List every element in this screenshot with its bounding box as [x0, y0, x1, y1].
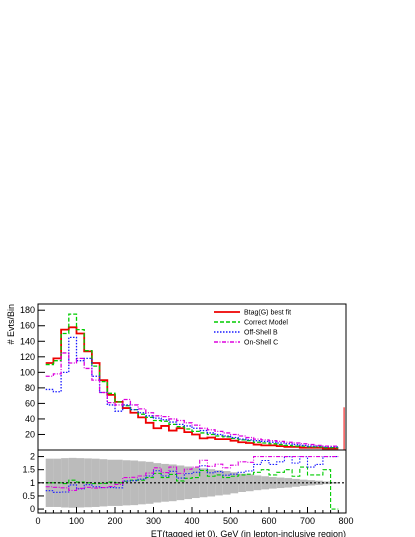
ratio-band-bin [161, 463, 169, 502]
y-tick-label: 80 [25, 383, 35, 393]
ratio-band-bin [68, 457, 77, 508]
legend-label: Btag(G) best fit [244, 310, 291, 317]
ratio-tick-label: 1.5 [22, 465, 35, 475]
legend: Btag(G) best fit Correct Model Off-Shell B… [214, 310, 291, 347]
x-tick-label: 300 [146, 516, 161, 526]
y-tick-label: 140 [20, 336, 35, 346]
ratio-band-bin [168, 464, 177, 502]
ratio-band-bin [184, 466, 192, 500]
ratio-band-bin [138, 461, 146, 505]
ratio-band-bin [61, 458, 69, 508]
ratio-band-bin [245, 474, 254, 492]
series-line-off-shell-b [45, 336, 339, 448]
y-tick-label: 180 [20, 305, 35, 315]
ratio-tick-label: 1 [30, 478, 35, 488]
ratio-tick-label: 0.5 [22, 491, 35, 501]
ratio-band-bin [176, 465, 185, 501]
x-tick-label: 800 [338, 516, 353, 526]
ratio-panel [38, 456, 346, 510]
ratio-band-bin [253, 475, 262, 491]
ratio-line-correct-model [45, 466, 339, 510]
ratio-band-bin [261, 476, 269, 490]
legend-label: On-Shell C [244, 340, 278, 347]
x-tick-label: 100 [69, 516, 84, 526]
ratio-band-bin [76, 458, 85, 508]
main-panel [45, 313, 345, 450]
x-tick-label: 500 [223, 516, 238, 526]
ratio-tick-label: 0 [30, 504, 35, 514]
y-tick-label: 20 [25, 429, 35, 439]
ratio-band-bin [269, 477, 277, 489]
x-tick-label: 200 [107, 516, 122, 526]
series-line-correct-model [45, 313, 339, 449]
y-tick-label: 120 [20, 352, 35, 362]
y-tick-label: 40 [25, 414, 35, 424]
legend-label: Correct Model [244, 320, 288, 327]
ratio-band-bin [276, 477, 285, 489]
x-tick-label: 400 [184, 516, 199, 526]
ratio-lines [45, 456, 339, 510]
y-tick-label: 60 [25, 398, 35, 408]
ratio-band-bin [153, 463, 162, 503]
y-tick-label: 100 [20, 367, 35, 377]
main-frame [37, 303, 347, 451]
ratio-line-off-shell-b [45, 456, 339, 493]
x-tick-label: 600 [261, 516, 276, 526]
y-axis-label: # Evts/Bin [6, 304, 16, 345]
ratio-band-bin [284, 478, 293, 488]
x-axis-label: ET(tagged jet 0), GeV (in lepton-inclusi… [151, 529, 346, 537]
y-tick-label: 160 [20, 321, 35, 331]
legend-label: Off-Shell B [244, 330, 278, 337]
ratio-line-on-shell-c [45, 456, 339, 491]
ratio-band-bin [145, 461, 154, 504]
ratio-band-bin [53, 458, 62, 507]
series-line-on-shell-c [45, 352, 339, 447]
x-tick-label: 0 [35, 516, 40, 526]
ratio-tick-label: 2 [30, 452, 35, 462]
x-tick-label: 700 [300, 516, 315, 526]
